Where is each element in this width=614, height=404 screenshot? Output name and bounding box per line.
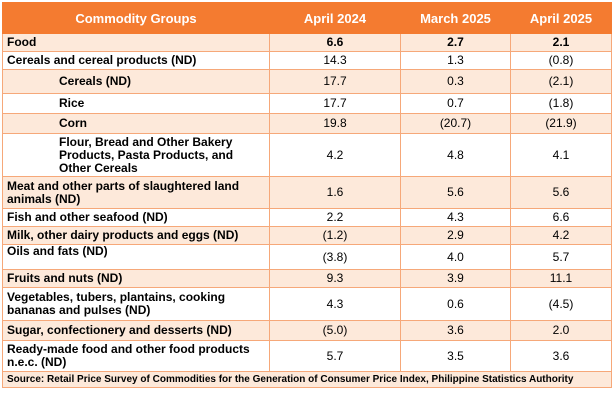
cell-april-2024: 5.7 bbox=[269, 340, 401, 372]
cell-march-2025: 3.5 bbox=[400, 340, 511, 372]
cell-march-2025: 4.3 bbox=[400, 208, 511, 227]
cell-march-2025: (20.7) bbox=[400, 113, 511, 134]
row-label: Vegetables, tubers, plantains, cooking b… bbox=[2, 287, 270, 321]
table-row: Vegetables, tubers, plantains, cooking b… bbox=[2, 287, 612, 321]
table-row: Fruits and nuts (ND) 9.3 3.9 11.1 bbox=[2, 269, 612, 288]
cell-march-2025: 3.6 bbox=[400, 320, 511, 341]
row-label: Rice bbox=[2, 93, 270, 114]
cell-april-2025: (21.9) bbox=[510, 113, 612, 134]
table-row: Cereals and cereal products (ND) 14.3 1.… bbox=[2, 51, 612, 70]
header-april-2024: April 2024 bbox=[269, 2, 401, 34]
cell-april-2024: 2.2 bbox=[269, 208, 401, 227]
row-label: Meat and other parts of slaughtered land… bbox=[2, 176, 270, 209]
table-row: Rice 17.7 0.7 (1.8) bbox=[2, 93, 612, 114]
table-row: Food 6.6 2.7 2.1 bbox=[2, 33, 612, 52]
row-label: Cereals and cereal products (ND) bbox=[2, 51, 270, 70]
cell-april-2025: 6.6 bbox=[510, 208, 612, 227]
row-label: Corn bbox=[2, 113, 270, 134]
row-label: Fish and other seafood (ND) bbox=[2, 208, 270, 227]
cell-april-2024: 17.7 bbox=[269, 69, 401, 94]
header-commodity-groups: Commodity Groups bbox=[2, 2, 270, 34]
cell-april-2024: 14.3 bbox=[269, 51, 401, 70]
cell-april-2025: 2.0 bbox=[510, 320, 612, 341]
cell-march-2025: 5.6 bbox=[400, 176, 511, 209]
source-note: Source: Retail Price Survey of Commoditi… bbox=[2, 371, 612, 388]
food-inflation-table: Commodity Groups April 2024 March 2025 A… bbox=[2, 2, 612, 388]
cell-march-2025: 2.7 bbox=[400, 33, 511, 52]
cell-april-2025: (4.5) bbox=[510, 287, 612, 321]
cell-april-2024: (5.0) bbox=[269, 320, 401, 341]
cell-april-2025: 11.1 bbox=[510, 269, 612, 288]
row-label: Flour, Bread and Other Bakery Products, … bbox=[2, 133, 270, 177]
header-march-2025: March 2025 bbox=[400, 2, 511, 34]
cell-march-2025: 3.9 bbox=[400, 269, 511, 288]
cell-april-2024: 17.7 bbox=[269, 93, 401, 114]
cell-march-2025: 4.0 bbox=[400, 244, 511, 270]
cell-march-2025: 2.9 bbox=[400, 226, 511, 245]
cell-april-2024: 1.6 bbox=[269, 176, 401, 209]
row-label: Fruits and nuts (ND) bbox=[2, 269, 270, 288]
cell-april-2025: (0.8) bbox=[510, 51, 612, 70]
table-row: Ready-made food and other food products … bbox=[2, 340, 612, 372]
table-row: Flour, Bread and Other Bakery Products, … bbox=[2, 133, 612, 177]
cell-april-2024: (3.8) bbox=[269, 244, 401, 270]
source-row: Source: Retail Price Survey of Commoditi… bbox=[2, 371, 612, 388]
cell-april-2025: (2.1) bbox=[510, 69, 612, 94]
cell-april-2025: 5.7 bbox=[510, 244, 612, 270]
table-row: Cereals (ND) 17.7 0.3 (2.1) bbox=[2, 69, 612, 94]
cell-march-2025: 0.6 bbox=[400, 287, 511, 321]
row-label: Oils and fats (ND) bbox=[2, 244, 270, 270]
table-row: Fish and other seafood (ND) 2.2 4.3 6.6 bbox=[2, 208, 612, 227]
row-label: Ready-made food and other food products … bbox=[2, 340, 270, 372]
cell-april-2024: 4.2 bbox=[269, 133, 401, 177]
table-row: Milk, other dairy products and eggs (ND)… bbox=[2, 226, 612, 245]
cell-april-2025: 5.6 bbox=[510, 176, 612, 209]
cell-april-2024: 9.3 bbox=[269, 269, 401, 288]
row-label: Sugar, confectionery and desserts (ND) bbox=[2, 320, 270, 341]
cell-april-2025: 3.6 bbox=[510, 340, 612, 372]
row-label: Food bbox=[2, 33, 270, 52]
cell-april-2024: 6.6 bbox=[269, 33, 401, 52]
cell-april-2024: (1.2) bbox=[269, 226, 401, 245]
table-header-row: Commodity Groups April 2024 March 2025 A… bbox=[2, 2, 612, 34]
cell-march-2025: 0.3 bbox=[400, 69, 511, 94]
cell-april-2025: 4.1 bbox=[510, 133, 612, 177]
cell-april-2025: 2.1 bbox=[510, 33, 612, 52]
row-label: Cereals (ND) bbox=[2, 69, 270, 94]
cell-april-2024: 19.8 bbox=[269, 113, 401, 134]
table-row: Corn 19.8 (20.7) (21.9) bbox=[2, 113, 612, 134]
header-april-2025: April 2025 bbox=[510, 2, 612, 34]
row-label: Milk, other dairy products and eggs (ND) bbox=[2, 226, 270, 245]
cell-april-2024: 4.3 bbox=[269, 287, 401, 321]
table-row: Meat and other parts of slaughtered land… bbox=[2, 176, 612, 209]
table-row: Sugar, confectionery and desserts (ND) (… bbox=[2, 320, 612, 341]
cell-march-2025: 4.8 bbox=[400, 133, 511, 177]
cell-april-2025: 4.2 bbox=[510, 226, 612, 245]
cell-march-2025: 1.3 bbox=[400, 51, 511, 70]
cell-march-2025: 0.7 bbox=[400, 93, 511, 114]
cell-april-2025: (1.8) bbox=[510, 93, 612, 114]
table-row: Oils and fats (ND) (3.8) 4.0 5.7 bbox=[2, 244, 612, 270]
